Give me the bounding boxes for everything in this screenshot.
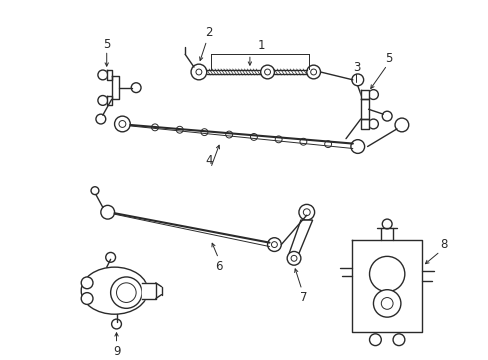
Text: 5: 5 <box>385 52 392 65</box>
Polygon shape <box>360 99 368 119</box>
Text: 2: 2 <box>204 26 212 39</box>
Text: 6: 6 <box>214 260 222 273</box>
Circle shape <box>98 70 107 80</box>
Polygon shape <box>360 90 368 99</box>
Circle shape <box>368 119 378 129</box>
Circle shape <box>151 124 158 131</box>
Circle shape <box>119 121 125 127</box>
Circle shape <box>114 116 130 132</box>
Circle shape <box>96 114 105 124</box>
Circle shape <box>110 277 142 308</box>
Circle shape <box>271 242 277 248</box>
Circle shape <box>310 69 316 75</box>
Text: 7: 7 <box>300 291 307 304</box>
Text: 3: 3 <box>352 60 360 73</box>
Circle shape <box>286 251 300 265</box>
Polygon shape <box>106 95 111 105</box>
Text: 4: 4 <box>204 154 212 167</box>
Text: 1: 1 <box>257 39 265 52</box>
Circle shape <box>368 90 378 99</box>
Circle shape <box>275 136 282 143</box>
Polygon shape <box>351 240 422 332</box>
Circle shape <box>225 131 232 138</box>
Circle shape <box>176 126 183 133</box>
Circle shape <box>303 209 309 216</box>
Circle shape <box>196 69 202 75</box>
Circle shape <box>267 238 281 251</box>
Circle shape <box>350 140 364 153</box>
Polygon shape <box>142 283 156 298</box>
Polygon shape <box>111 76 119 99</box>
Circle shape <box>101 205 114 219</box>
Circle shape <box>381 298 392 309</box>
Text: 5: 5 <box>103 38 110 51</box>
Circle shape <box>369 256 404 292</box>
Circle shape <box>250 134 257 140</box>
Circle shape <box>191 64 206 80</box>
Ellipse shape <box>81 267 147 314</box>
Circle shape <box>91 187 99 194</box>
Circle shape <box>290 255 296 261</box>
Circle shape <box>81 277 93 289</box>
Circle shape <box>260 65 274 79</box>
Circle shape <box>306 65 320 79</box>
Polygon shape <box>288 220 312 253</box>
Circle shape <box>369 334 381 346</box>
Text: 9: 9 <box>113 345 120 358</box>
Circle shape <box>111 319 121 329</box>
Circle shape <box>298 204 314 220</box>
Circle shape <box>392 334 404 346</box>
Circle shape <box>382 111 391 121</box>
Polygon shape <box>360 119 368 129</box>
Circle shape <box>116 283 136 302</box>
Circle shape <box>324 141 331 148</box>
Circle shape <box>382 219 391 229</box>
Circle shape <box>201 129 207 136</box>
Circle shape <box>394 118 408 132</box>
Text: 8: 8 <box>440 238 447 251</box>
Circle shape <box>105 252 115 262</box>
Circle shape <box>81 293 93 305</box>
Circle shape <box>98 95 107 105</box>
Circle shape <box>131 83 141 93</box>
Circle shape <box>373 290 400 317</box>
Polygon shape <box>106 70 111 80</box>
Circle shape <box>351 74 363 86</box>
Circle shape <box>264 69 270 75</box>
Circle shape <box>299 138 306 145</box>
